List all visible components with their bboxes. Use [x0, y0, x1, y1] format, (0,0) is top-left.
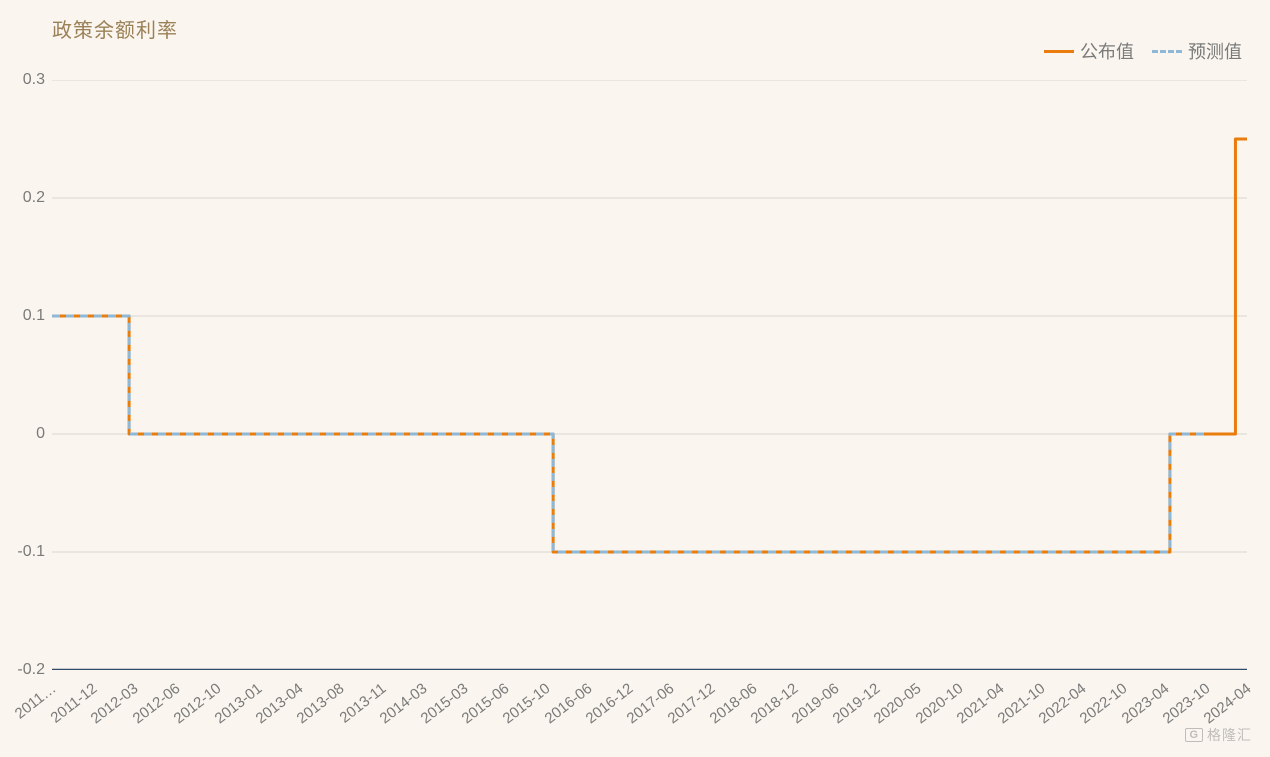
chart-legend: 公布值 预测值	[1044, 38, 1242, 64]
legend-item-actual[interactable]: 公布值	[1044, 38, 1134, 64]
watermark: G 格隆汇	[1185, 725, 1252, 745]
y-tick-label: -0.2	[0, 661, 45, 679]
y-tick-label: -0.1	[0, 543, 45, 561]
legend-label-actual: 公布值	[1080, 38, 1134, 64]
legend-swatch-forecast	[1152, 50, 1182, 53]
watermark-text: 格隆汇	[1207, 725, 1252, 745]
chart-container: 政策余额利率 公布值 预测值 -0.2-0.100.10.20.3 2011…2…	[0, 0, 1270, 757]
y-tick-label: 0	[0, 425, 45, 443]
watermark-icon: G	[1185, 728, 1203, 742]
y-tick-label: 0.3	[0, 71, 45, 89]
chart-title: 政策余额利率	[52, 14, 178, 43]
y-tick-label: 0.1	[0, 307, 45, 325]
chart-plot-area	[52, 80, 1247, 670]
legend-item-forecast[interactable]: 预测值	[1152, 38, 1242, 64]
legend-label-forecast: 预测值	[1188, 38, 1242, 64]
legend-swatch-actual	[1044, 50, 1074, 53]
y-tick-label: 0.2	[0, 189, 45, 207]
